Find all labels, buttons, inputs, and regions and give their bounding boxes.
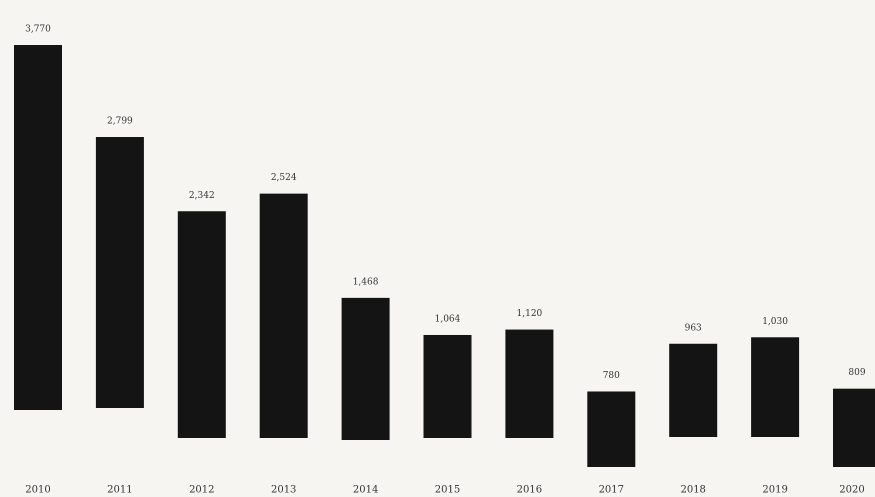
x-tick-label: 2018 bbox=[680, 485, 705, 496]
bar bbox=[341, 297, 390, 440]
bar bbox=[833, 388, 875, 467]
value-label: 3,770 bbox=[25, 25, 51, 35]
bar bbox=[177, 211, 226, 438]
value-label: 809 bbox=[848, 368, 865, 378]
value-label: 1,064 bbox=[435, 314, 461, 324]
x-tick-label: 2017 bbox=[599, 485, 624, 496]
x-tick-label: 2016 bbox=[517, 485, 542, 496]
value-label: 2,342 bbox=[189, 191, 215, 201]
x-tick-label: 2014 bbox=[353, 485, 378, 496]
bar bbox=[587, 391, 636, 467]
value-label: 1,468 bbox=[353, 277, 379, 287]
value-label: 780 bbox=[603, 371, 620, 381]
bar bbox=[259, 193, 308, 438]
bar bbox=[751, 337, 800, 437]
bar bbox=[505, 329, 554, 438]
bar bbox=[14, 45, 62, 410]
value-label: 2,799 bbox=[107, 117, 133, 127]
value-label: 1,120 bbox=[517, 309, 543, 319]
x-tick-label: 2019 bbox=[762, 485, 787, 496]
bar bbox=[95, 137, 144, 408]
bar bbox=[423, 334, 472, 438]
bar bbox=[669, 343, 718, 437]
x-tick-label: 2013 bbox=[271, 485, 296, 496]
x-tick-label: 2011 bbox=[107, 485, 132, 496]
x-tick-label: 2020 bbox=[839, 485, 864, 496]
x-tick-label: 2015 bbox=[435, 485, 460, 496]
value-label: 2,524 bbox=[271, 173, 297, 183]
value-label: 963 bbox=[685, 323, 702, 333]
x-tick-label: 2012 bbox=[189, 485, 214, 496]
value-label: 1,030 bbox=[762, 317, 788, 327]
x-tick-label: 2010 bbox=[25, 485, 50, 496]
